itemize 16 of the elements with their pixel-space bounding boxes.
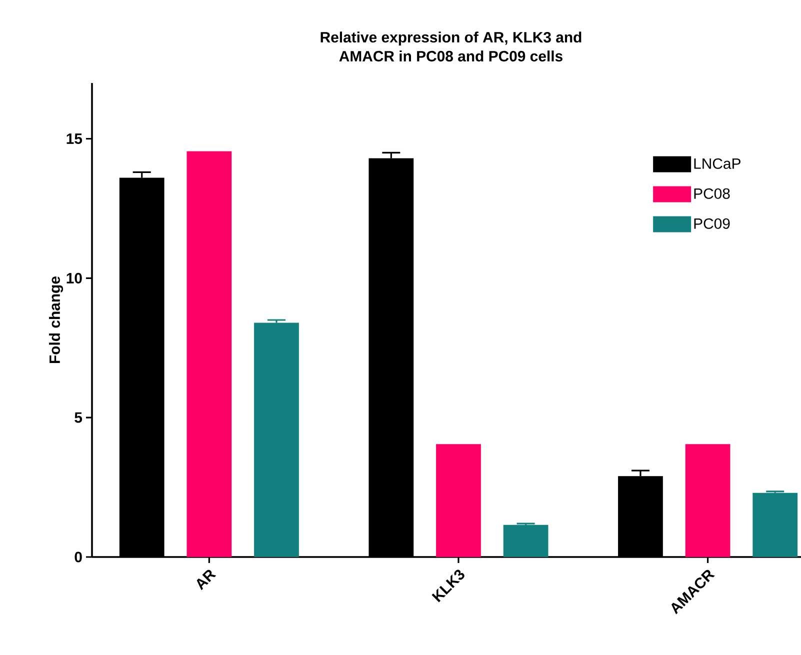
y-tick-label: 5: [74, 412, 82, 423]
bar: [254, 322, 299, 557]
bar: [685, 444, 730, 557]
legend-label: PC09: [694, 218, 730, 229]
y-tick-label: 15: [66, 134, 82, 144]
legend-label: PC08: [694, 188, 730, 199]
bar: [186, 151, 232, 557]
legend-label: LNCaP: [694, 158, 740, 169]
bar: [503, 524, 548, 557]
chart-title: Relative expression of AR, KLK3 and AMACR in PC08 and PC09 cells: [320, 32, 582, 62]
x-tick-label: AR: [196, 570, 216, 590]
y-axis-title: Fold change: [49, 276, 64, 363]
y-tick-label: 10: [66, 272, 82, 284]
bar: [436, 444, 481, 557]
y-tick-label: 0: [74, 552, 82, 562]
bar: [752, 492, 798, 557]
